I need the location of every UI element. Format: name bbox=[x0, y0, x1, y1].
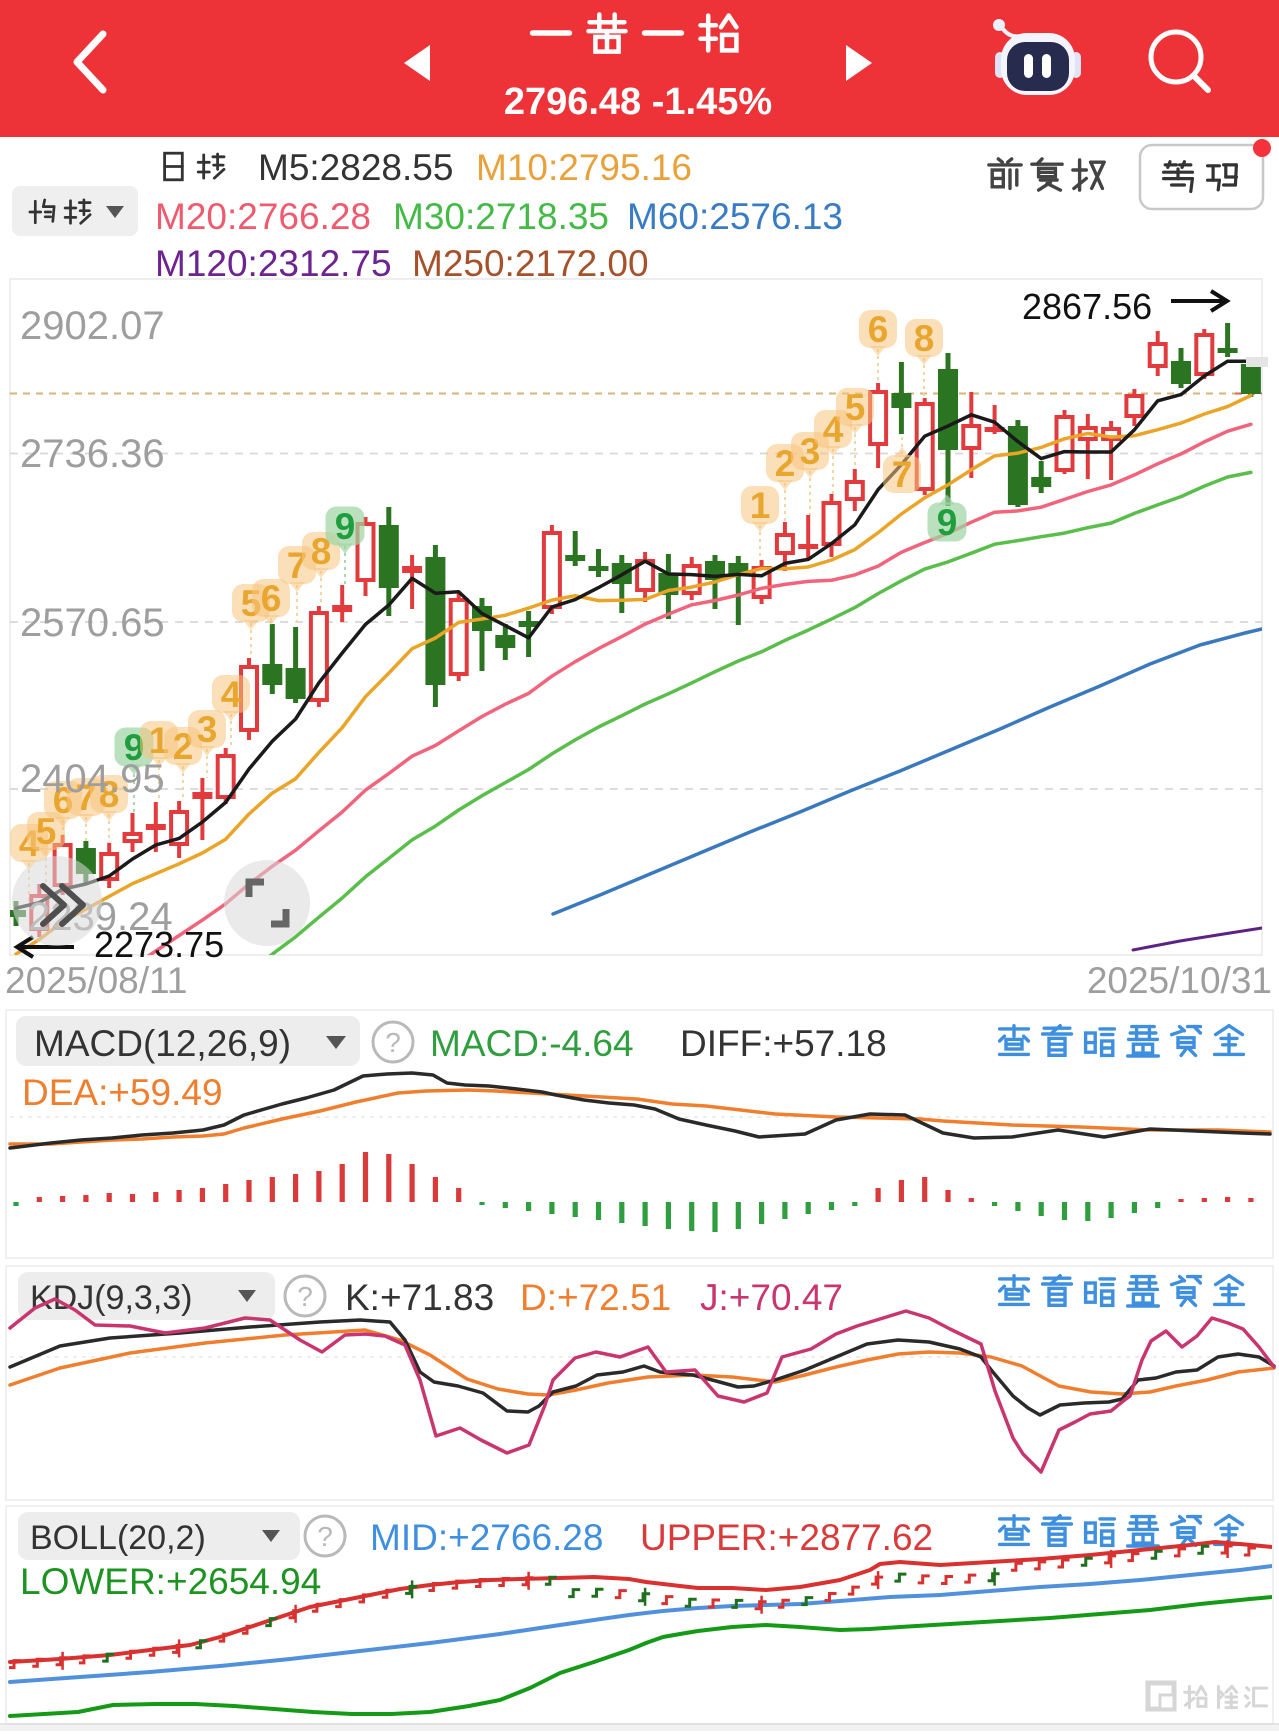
svg-text:5: 5 bbox=[36, 811, 57, 852]
svg-text:2404.95: 2404.95 bbox=[20, 757, 165, 801]
svg-text:4: 4 bbox=[221, 674, 242, 715]
svg-text:MID:+2766.28: MID:+2766.28 bbox=[370, 1517, 603, 1558]
svg-text:BOLL(20,2): BOLL(20,2) bbox=[30, 1519, 206, 1557]
svg-text:DIFF:+57.18: DIFF:+57.18 bbox=[680, 1023, 887, 1064]
svg-text:2736.36: 2736.36 bbox=[20, 432, 165, 476]
svg-text:3: 3 bbox=[197, 709, 218, 750]
svg-text:5: 5 bbox=[845, 387, 866, 428]
svg-text:9: 9 bbox=[937, 502, 958, 543]
svg-text:M30:2718.35: M30:2718.35 bbox=[393, 196, 609, 237]
svg-text:8: 8 bbox=[311, 531, 332, 572]
svg-text:8: 8 bbox=[914, 318, 935, 359]
svg-text:MACD(12,26,9): MACD(12,26,9) bbox=[34, 1023, 291, 1064]
svg-text:K:+71.83: K:+71.83 bbox=[345, 1277, 494, 1318]
svg-text:DEA:+59.49: DEA:+59.49 bbox=[22, 1072, 223, 1113]
svg-text:M20:2766.28: M20:2766.28 bbox=[155, 196, 371, 237]
svg-text:M250:2172.00: M250:2172.00 bbox=[412, 243, 649, 284]
svg-text:MACD:-4.64: MACD:-4.64 bbox=[430, 1023, 634, 1064]
svg-text:9: 9 bbox=[335, 506, 356, 547]
svg-text:7: 7 bbox=[892, 454, 913, 495]
svg-text:2867.56: 2867.56 bbox=[1022, 286, 1152, 327]
svg-text:2902.07: 2902.07 bbox=[20, 304, 165, 348]
svg-text:M120:2312.75: M120:2312.75 bbox=[155, 243, 392, 284]
svg-text:1: 1 bbox=[750, 485, 771, 526]
svg-text:M60:2576.13: M60:2576.13 bbox=[627, 196, 843, 237]
svg-text:UPPER:+2877.62: UPPER:+2877.62 bbox=[640, 1517, 933, 1558]
svg-text:?: ? bbox=[297, 1281, 313, 1312]
svg-text:2796.48 -1.45%: 2796.48 -1.45% bbox=[504, 81, 772, 123]
svg-text:8: 8 bbox=[99, 774, 120, 815]
svg-text:LOWER:+2654.94: LOWER:+2654.94 bbox=[20, 1561, 321, 1602]
svg-text:2273.75: 2273.75 bbox=[94, 924, 224, 965]
svg-text:J:+70.47: J:+70.47 bbox=[700, 1277, 843, 1318]
svg-text:2025/10/31: 2025/10/31 bbox=[1087, 960, 1272, 1001]
svg-text:?: ? bbox=[317, 1521, 333, 1552]
svg-text:2570.65: 2570.65 bbox=[20, 601, 165, 645]
svg-text:?: ? bbox=[385, 1027, 401, 1058]
svg-text:2: 2 bbox=[775, 443, 796, 484]
svg-text:9: 9 bbox=[124, 727, 145, 768]
svg-text:6: 6 bbox=[261, 578, 282, 619]
svg-text:2025/08/11: 2025/08/11 bbox=[5, 960, 187, 1001]
svg-text:KDJ(9,3,3): KDJ(9,3,3) bbox=[30, 1279, 193, 1317]
svg-text:6: 6 bbox=[868, 309, 889, 350]
svg-text:M10:2795.16: M10:2795.16 bbox=[476, 147, 692, 188]
svg-text:M5:2828.55: M5:2828.55 bbox=[258, 147, 453, 188]
svg-text:D:+72.51: D:+72.51 bbox=[520, 1277, 671, 1318]
